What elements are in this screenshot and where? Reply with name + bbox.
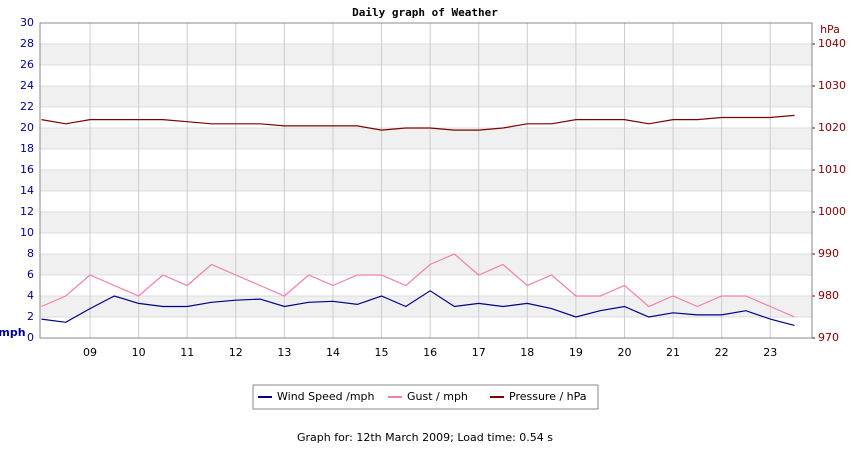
grid-band — [40, 86, 812, 107]
x-tick-label: 09 — [83, 346, 97, 359]
y-tick-label: 16 — [20, 163, 34, 176]
y-tick-label: 4 — [27, 289, 34, 302]
chart-title: Daily graph of Weather — [352, 6, 498, 19]
x-tick-label: 15 — [375, 346, 389, 359]
x-tick-label: 18 — [520, 346, 534, 359]
series-line — [41, 253, 795, 318]
plot-border — [39, 22, 813, 339]
y-tick-label: 22 — [20, 100, 34, 113]
x-tick-label: 22 — [715, 346, 729, 359]
y2-axis-label: hPa — [820, 23, 840, 36]
x-tick-label: 14 — [326, 346, 340, 359]
legend-label: Pressure / hPa — [509, 390, 587, 403]
x-tick-label: 19 — [569, 346, 583, 359]
y2-tick-label: 970 — [818, 331, 839, 344]
legend-label: Gust / mph — [407, 390, 468, 403]
y2-tick-label: 1040 — [818, 37, 846, 50]
grid-band — [40, 170, 812, 191]
x-tick-label: 13 — [277, 346, 291, 359]
y2-tick-label: 1020 — [818, 121, 846, 134]
y-axis-label: mph — [0, 326, 26, 339]
grid-band — [40, 254, 812, 275]
y-tick-label: 18 — [20, 142, 34, 155]
x-tick-label: 10 — [132, 346, 146, 359]
x-tick-label: 23 — [763, 346, 777, 359]
y2-tick-label: 1030 — [818, 79, 846, 92]
grid-band — [40, 44, 812, 65]
legend-label: Wind Speed /mph — [277, 390, 375, 403]
y-tick-label: 8 — [27, 247, 34, 260]
y2-tick-label: 990 — [818, 247, 839, 260]
y2-tick-label: 1010 — [818, 163, 846, 176]
x-tick-label: 12 — [229, 346, 243, 359]
y-tick-label: 12 — [20, 205, 34, 218]
y-tick-label: 10 — [20, 226, 34, 239]
y2-tick-label: 980 — [818, 289, 839, 302]
x-tick-label: 20 — [617, 346, 631, 359]
y-tick-label: 2 — [27, 310, 34, 323]
y-tick-label: 6 — [27, 268, 34, 281]
y-tick-label: 28 — [20, 37, 34, 50]
y2-tick-label: 1000 — [818, 205, 846, 218]
y-tick-label: 0 — [27, 331, 34, 344]
series-line — [41, 114, 795, 131]
grid-band — [40, 296, 812, 317]
x-tick-label: 16 — [423, 346, 437, 359]
grid-band — [40, 128, 812, 149]
x-tick-label: 11 — [180, 346, 194, 359]
x-tick-label: 17 — [472, 346, 486, 359]
series-line — [41, 290, 795, 326]
legend-box — [252, 384, 599, 410]
y-tick-label: 20 — [20, 121, 34, 134]
footer: Graph for: 12th March 2009; Load time: 0… — [297, 431, 553, 444]
y-tick-label: 26 — [20, 58, 34, 71]
y-tick-label: 14 — [20, 184, 34, 197]
y-tick-label: 30 — [20, 16, 34, 29]
x-tick-label: 21 — [666, 346, 680, 359]
y-tick-label: 24 — [20, 79, 34, 92]
plot-area — [40, 22, 812, 339]
grid-band — [40, 212, 812, 233]
